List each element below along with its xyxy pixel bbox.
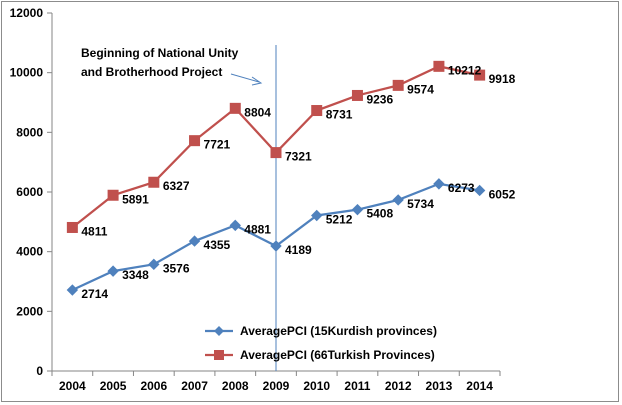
data-point-diamond: [392, 194, 404, 206]
data-label: 4881: [244, 222, 271, 236]
data-label: 4811: [81, 224, 107, 238]
data-label: 5212: [326, 213, 353, 227]
data-label: 8804: [244, 105, 271, 119]
data-point-diamond: [188, 235, 201, 247]
data-label: 9236: [366, 92, 393, 106]
data-point-diamond: [433, 178, 445, 190]
x-tick-label: 2006: [140, 379, 167, 393]
data-point-square: [311, 105, 323, 117]
data-point-square: [66, 221, 78, 233]
data-point-diamond: [473, 184, 486, 197]
axes: 0 2000 4000 6000 8000 10000 12000 2004 2005 2006 2…: [10, 6, 501, 393]
x-tick-label: 2012: [385, 379, 412, 393]
x-tick-label: 2005: [100, 379, 127, 393]
legend-entry-label: AveragePCI (15Kurdish provinces): [240, 324, 437, 338]
data-point-diamond: [351, 203, 364, 216]
y-tick-label: 4000: [16, 245, 43, 259]
data-label: 7321: [285, 150, 312, 164]
data-point-square: [351, 89, 363, 101]
annotation-arrow-head: [251, 76, 263, 86]
data-label: 10212: [448, 63, 482, 77]
data-label: 5408: [366, 207, 393, 221]
data-label: 3348: [122, 268, 149, 282]
legend-swatch-marker: [214, 326, 224, 336]
data-point-diamond: [229, 219, 241, 232]
annotation-group: Beginning of National Unity and Brotherho…: [81, 46, 263, 86]
data-label: 5891: [122, 192, 149, 206]
x-tick-label: 2010: [303, 379, 330, 393]
data-point-diamond: [270, 240, 282, 252]
data-point-square: [229, 102, 241, 114]
data-point-diamond: [66, 284, 79, 296]
x-tick-label: 2013: [426, 379, 453, 393]
data-label: 6052: [489, 187, 516, 201]
data-point-square: [392, 79, 404, 91]
data-label: 5734: [407, 197, 434, 211]
x-tick-label: 2008: [222, 379, 249, 393]
data-point-square: [270, 147, 282, 159]
x-tick-label: 2007: [181, 379, 208, 393]
data-label: 6327: [163, 179, 190, 193]
data-label: 7721: [204, 138, 231, 152]
y-tick-label: 10000: [10, 66, 44, 80]
data-point-diamond: [311, 209, 323, 222]
data-label: 9574: [407, 82, 434, 96]
data-label: 2714: [81, 287, 108, 301]
data-label: 6273: [448, 181, 475, 195]
x-tick-label: 2009: [263, 379, 290, 393]
annotation-text: Beginning of National Unity: [81, 46, 239, 60]
annotation-arrow-shaft: [230, 73, 260, 83]
data-point-square: [107, 189, 119, 201]
y-tick-label: 0: [36, 364, 43, 378]
data-point-square: [433, 60, 445, 72]
data-point-square: [474, 69, 486, 81]
legend: AveragePCI (15Kurdish provinces) AverageP…: [205, 324, 437, 362]
data-point-diamond: [148, 258, 160, 271]
data-label: 8731: [326, 108, 353, 122]
data-label: 4355: [204, 238, 231, 252]
legend-entry-label: AveragePCI (66Turkish Provinces): [240, 348, 435, 362]
data-point-square: [189, 135, 201, 147]
x-tick-label: 2011: [344, 379, 370, 393]
data-label: 3576: [163, 261, 190, 275]
x-tick-label: 2014: [466, 379, 493, 393]
legend-swatch-marker: [214, 350, 224, 360]
y-tick-label: 6000: [16, 185, 43, 199]
data-label: 4189: [285, 243, 312, 257]
data-label-group: 2714 3348 3576 4355 4881 4189 5212 5408 5734 6273…: [81, 63, 515, 301]
annotation-text: and Brotherhood Project: [81, 65, 222, 79]
data-point-diamond: [107, 265, 119, 277]
series-group: [66, 60, 486, 296]
y-tick-label: 2000: [16, 304, 43, 318]
x-tick-label: 2004: [59, 379, 86, 393]
y-tick-label: 8000: [16, 125, 43, 139]
data-label: 9918: [489, 72, 516, 86]
y-tick-label: 12000: [10, 6, 44, 20]
data-point-square: [148, 176, 160, 188]
